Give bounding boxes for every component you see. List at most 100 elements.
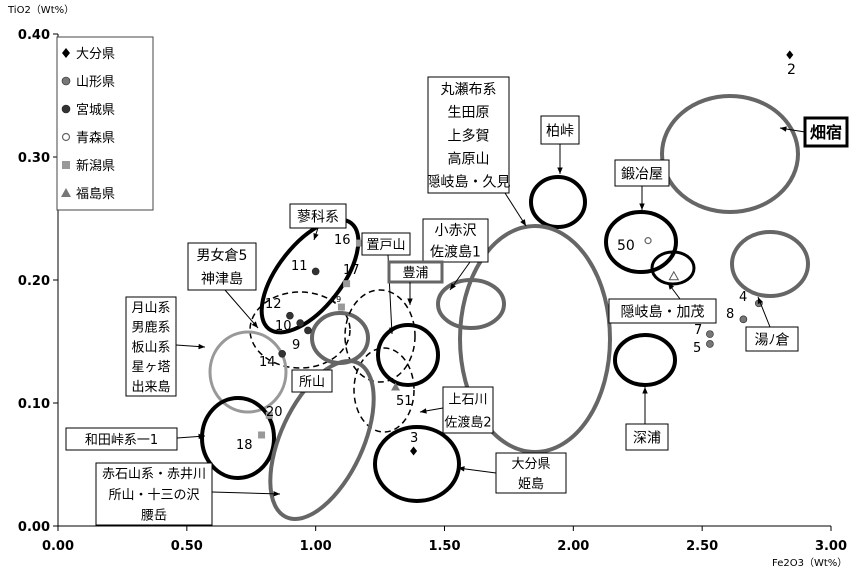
x-tick-label: 1.00 bbox=[300, 539, 332, 554]
callout-label: 板山系 bbox=[131, 340, 170, 355]
callout-box bbox=[125, 296, 177, 397]
ellipse-wadatoge1 bbox=[200, 396, 276, 480]
arrowhead bbox=[313, 233, 319, 240]
data-point bbox=[286, 311, 294, 320]
callout-label: 高原山 bbox=[448, 151, 490, 168]
callout-label: 柏峠 bbox=[546, 123, 574, 139]
callout-arrow bbox=[224, 289, 259, 329]
callout-label: 男女倉5 bbox=[197, 247, 248, 264]
x-tick-label: 2.00 bbox=[557, 539, 589, 554]
ellipse-tokoroyama bbox=[310, 311, 370, 365]
point-label: 12 bbox=[265, 297, 282, 312]
legend-label: 宮城県 bbox=[76, 102, 115, 118]
point-label: 11 bbox=[291, 259, 308, 274]
arrowhead bbox=[668, 283, 675, 290]
ellipse-tateshina bbox=[259, 217, 361, 335]
y-tick-label: 0.30 bbox=[18, 151, 50, 166]
arrowhead bbox=[520, 219, 526, 226]
callout-label: 深浦 bbox=[633, 430, 661, 446]
arrowhead bbox=[420, 408, 427, 414]
legend-marker bbox=[61, 188, 71, 197]
callout-label: 姫島 bbox=[518, 477, 544, 492]
point-label: 10 bbox=[275, 319, 292, 334]
data-point bbox=[391, 382, 401, 391]
legend-box bbox=[56, 36, 154, 211]
callout-label: 所山・十三の沢 bbox=[108, 488, 199, 503]
data-point bbox=[739, 315, 748, 324]
x-tick-label: 0.00 bbox=[42, 539, 74, 554]
callout-box bbox=[540, 115, 580, 145]
data-point bbox=[355, 239, 363, 247]
data-point bbox=[706, 330, 714, 338]
arrowhead bbox=[251, 321, 258, 328]
callout-label: 神津島 bbox=[201, 272, 243, 288]
x-tick-label: 0.50 bbox=[171, 539, 203, 554]
ellipse-kashiwatoge bbox=[529, 175, 587, 229]
legend-marker bbox=[61, 104, 71, 114]
y-tick-label: 0.20 bbox=[18, 274, 50, 289]
callout-label: 佐渡島2 bbox=[444, 414, 491, 430]
ellipse-kajiya bbox=[604, 210, 678, 274]
arrowhead bbox=[450, 283, 456, 290]
callout-label: 丸瀬布系 bbox=[441, 82, 497, 98]
callout-label: 置戸山 bbox=[366, 238, 405, 253]
ellipse-oki-kamo bbox=[650, 250, 696, 286]
ellipse-himeshima bbox=[373, 425, 461, 503]
ellipse-oketoyama-dashed bbox=[344, 289, 416, 383]
point-label: 5 bbox=[693, 341, 701, 356]
point-label: 17 bbox=[343, 263, 360, 278]
callout-label: 腰岳 bbox=[141, 508, 167, 523]
data-point bbox=[311, 267, 320, 276]
arrowhead bbox=[407, 298, 413, 305]
callout-label: 星ヶ塔 bbox=[131, 360, 170, 375]
arrowhead bbox=[642, 387, 648, 394]
y-axis-label: TiO2（Wt%） bbox=[7, 4, 74, 16]
callout-arrow bbox=[211, 491, 281, 495]
legend-label: 青森県 bbox=[76, 131, 115, 146]
callout-label: 鍛冶屋 bbox=[621, 166, 663, 182]
callout-label: 隠岐島・久見 bbox=[427, 175, 511, 191]
data-point bbox=[278, 349, 286, 358]
arrowhead bbox=[639, 203, 645, 210]
arrowhead bbox=[757, 297, 763, 304]
data-point bbox=[706, 340, 714, 348]
callout-box bbox=[422, 218, 489, 263]
callout-box bbox=[65, 427, 178, 451]
x-tick-label: 1.50 bbox=[428, 539, 460, 554]
arrowhead bbox=[458, 466, 465, 472]
y-tick-label: 0.00 bbox=[18, 520, 50, 535]
callout-label: 所山 bbox=[299, 375, 325, 390]
point-label: 18 bbox=[236, 438, 253, 453]
callout-label: 湯ﾉ倉 bbox=[755, 331, 790, 348]
point-label: 51 bbox=[396, 394, 413, 409]
ellipse-akaishi bbox=[268, 359, 376, 521]
arrowhead bbox=[557, 167, 563, 174]
legend-marker bbox=[61, 132, 71, 142]
arrowhead bbox=[198, 433, 205, 440]
point-label: 19 bbox=[331, 295, 341, 304]
data-point bbox=[304, 326, 312, 335]
ellipse-hatajuku bbox=[660, 94, 800, 214]
legend-marker bbox=[61, 76, 71, 86]
callout-label: 赤石山系・赤井川 bbox=[102, 467, 206, 482]
callout-label: 出来島 bbox=[131, 380, 170, 395]
callout-box bbox=[614, 159, 670, 187]
callout-label: 生田原 bbox=[448, 105, 490, 121]
ellipse-koakasawa bbox=[436, 278, 506, 330]
point-label: 9 bbox=[292, 338, 300, 353]
callout-label: 豊浦 bbox=[402, 266, 428, 281]
callout-box bbox=[361, 232, 411, 256]
ellipse-toyoura bbox=[376, 323, 440, 387]
point-label: 2 bbox=[787, 62, 796, 78]
callout-label: 男鹿系 bbox=[131, 320, 170, 336]
point-label: 16 bbox=[334, 233, 351, 248]
point-label: 3 bbox=[410, 431, 418, 446]
callout-box bbox=[745, 326, 799, 352]
data-point bbox=[337, 303, 345, 311]
callout-box bbox=[387, 260, 444, 284]
callout-box bbox=[289, 203, 347, 229]
data-point bbox=[410, 446, 418, 456]
y-tick-label: 0.40 bbox=[18, 28, 50, 43]
callout-label: 和田峠系一1 bbox=[85, 433, 158, 448]
